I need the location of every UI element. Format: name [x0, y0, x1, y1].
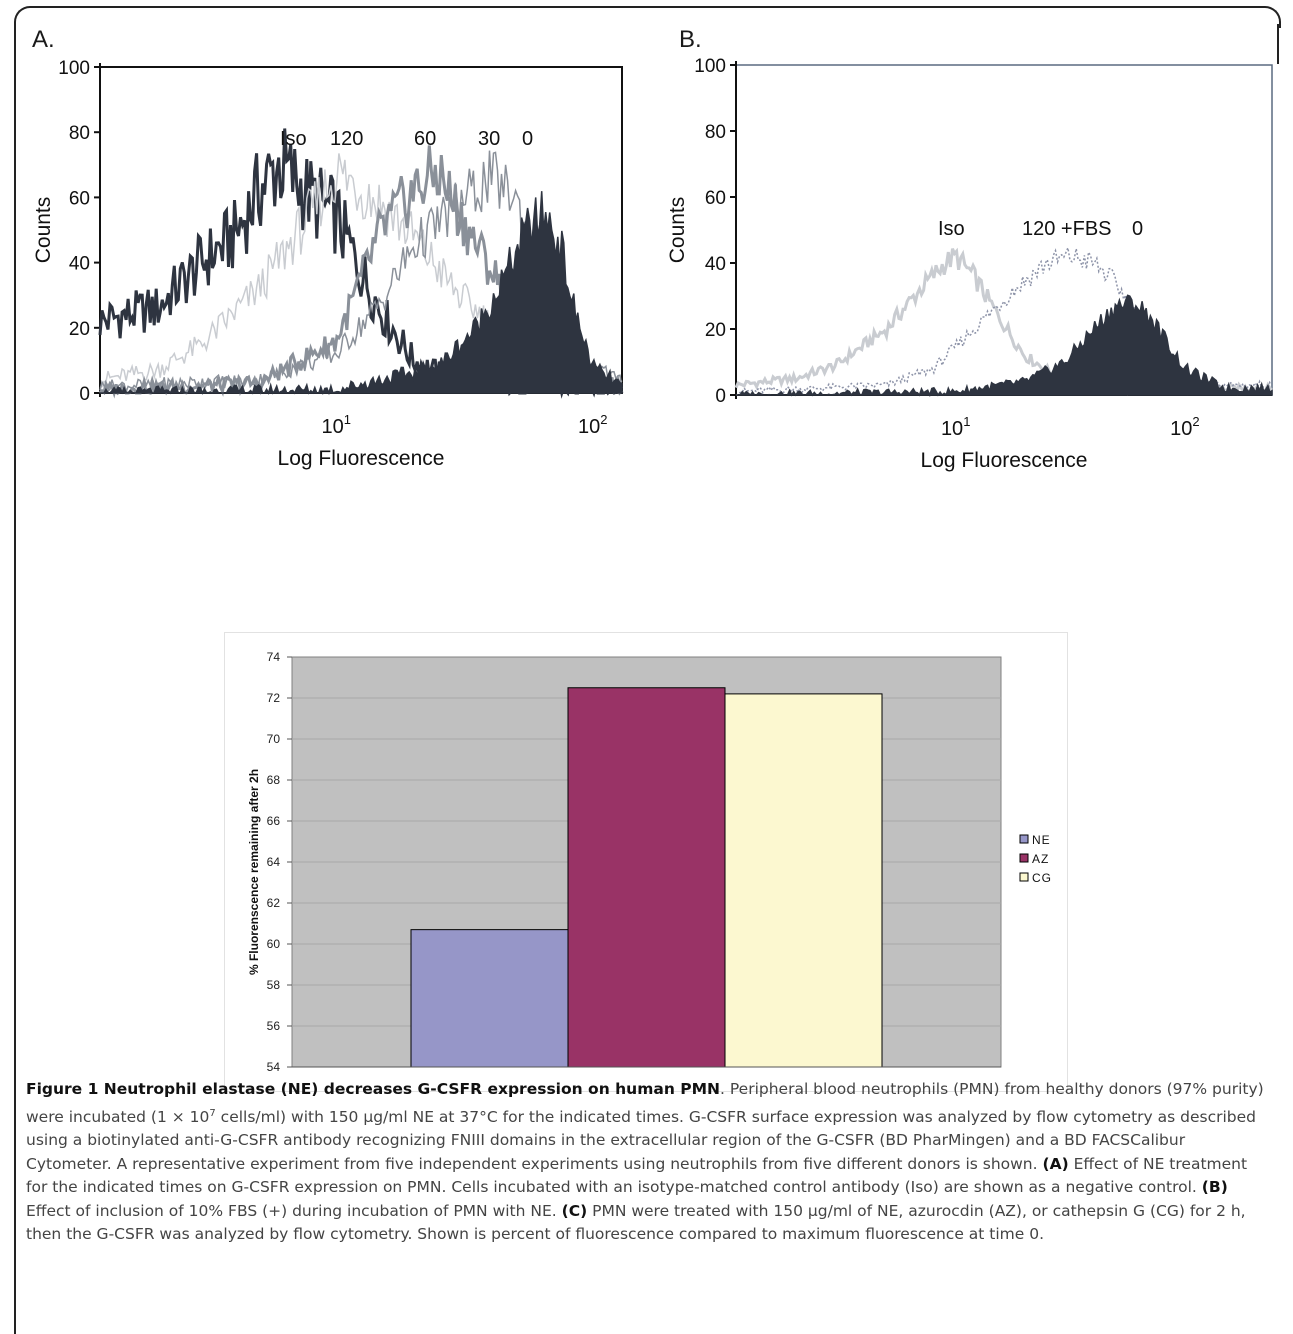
plot-frame	[735, 64, 1273, 396]
caption-label-c: (C)	[561, 1201, 588, 1220]
histogram-series-0	[736, 294, 1273, 398]
y-tick-label: 60	[69, 188, 90, 209]
panel-a-letter: A.	[32, 26, 55, 53]
figure-frame-corner	[1259, 6, 1281, 28]
panel-b-histogram: 100 80 60 40 20 0 101 102 Log Fluorescence Counts…	[666, 56, 1274, 472]
legend-swatch-cg	[1019, 872, 1029, 882]
histogram-series-0	[100, 191, 623, 396]
y-tick-label: 80	[705, 122, 726, 143]
caption-text-a: Effect of NE treatment for the indicated…	[26, 1154, 1248, 1197]
curve-label: 0	[1132, 218, 1143, 240]
y-tick-label: 20	[705, 320, 726, 341]
y-tick-label: 40	[69, 254, 90, 275]
curve-label: 0	[522, 128, 533, 150]
curve-label: Iso	[938, 218, 965, 240]
curve-label: 30	[478, 128, 500, 150]
figure-frame-corner	[14, 6, 36, 28]
x-tick-label: 101	[941, 414, 970, 440]
y-tick-label: 40	[705, 254, 726, 275]
caption-text-2: cells/ml) with 150 μg/ml NE at 37°C for …	[26, 1107, 1257, 1173]
caption-label-a: (A)	[1042, 1154, 1069, 1173]
panel-b-letter: B.	[679, 26, 702, 53]
y-axis-label: Counts	[666, 197, 689, 264]
y-tick-label: 56	[267, 1019, 281, 1033]
legend-label-cg: CG	[1032, 871, 1052, 885]
x-axis-label: Log Fluorescence	[278, 447, 445, 470]
bar-cg	[724, 693, 883, 1068]
y-tick-label: 100	[58, 58, 90, 79]
y-tick-label: 0	[79, 384, 90, 405]
caption-label-b: (B)	[1201, 1178, 1228, 1197]
x-tick-label: 101	[321, 412, 350, 438]
caption-text-1: . Peripheral blood neutrophils (PMN) fro…	[26, 1080, 1264, 1126]
x-tick-label: 102	[1170, 414, 1199, 440]
y-tick-label: 62	[267, 896, 281, 910]
caption-text-b: Effect of inclusion of 10% FBS (+) durin…	[26, 1201, 562, 1220]
caption-title: Figure 1 Neutrophil elastase (NE) decrea…	[26, 1080, 721, 1098]
legend-swatch-az	[1019, 853, 1029, 863]
y-tick-label: 60	[705, 188, 726, 209]
bar-az	[567, 687, 726, 1068]
x-axis-label: Log Fluorescence	[921, 449, 1088, 472]
legend-swatch-ne	[1019, 834, 1029, 844]
x-tick-label: 102	[578, 412, 607, 438]
y-tick-label: 72	[267, 691, 281, 705]
y-axis-label: % Fluorenscence remaining after 2h	[247, 769, 261, 975]
figure-frame-top	[32, 6, 1261, 8]
y-tick-label: 68	[267, 773, 281, 787]
y-tick-label: 64	[267, 855, 281, 869]
curve-label: 60	[414, 128, 436, 150]
figure-caption: Figure 1 Neutrophil elastase (NE) decrea…	[26, 1078, 1266, 1247]
y-tick-label: 0	[715, 386, 726, 407]
y-tick-label: 66	[267, 814, 281, 828]
bar-ne	[410, 929, 569, 1068]
panel-c-bar-chart: 54 56 58 60 62 64 66 68 70 72 74 % Fluorenscence re…	[224, 632, 1068, 1092]
y-tick-label: 80	[69, 123, 90, 144]
curve-label: 120 +FBS	[1022, 218, 1112, 240]
y-tick-label: 54	[267, 1060, 281, 1074]
figure-frame-right	[1277, 24, 1279, 64]
legend-label-ne: NE	[1032, 833, 1051, 847]
y-tick-label: 74	[267, 650, 281, 664]
legend-label-az: AZ	[1032, 852, 1049, 866]
y-tick-label: 60	[267, 937, 281, 951]
curve-label: Iso	[280, 128, 307, 150]
y-axis-label: Counts	[32, 197, 55, 264]
y-tick-label: 100	[694, 56, 726, 77]
panel-a-histogram: 100 80 60 40 20 0 101 102 Log Fluorescence Counts…	[32, 58, 624, 470]
y-tick-label: 58	[267, 978, 281, 992]
y-tick-label: 70	[267, 732, 281, 746]
y-tick-label: 20	[69, 319, 90, 340]
curve-label: 120	[330, 128, 363, 150]
figure-frame-left	[14, 24, 16, 1334]
caption-superscript: 7	[209, 1107, 216, 1119]
caption-text-c: PMN were treated with 150 μg/ml of NE, a…	[26, 1201, 1246, 1244]
